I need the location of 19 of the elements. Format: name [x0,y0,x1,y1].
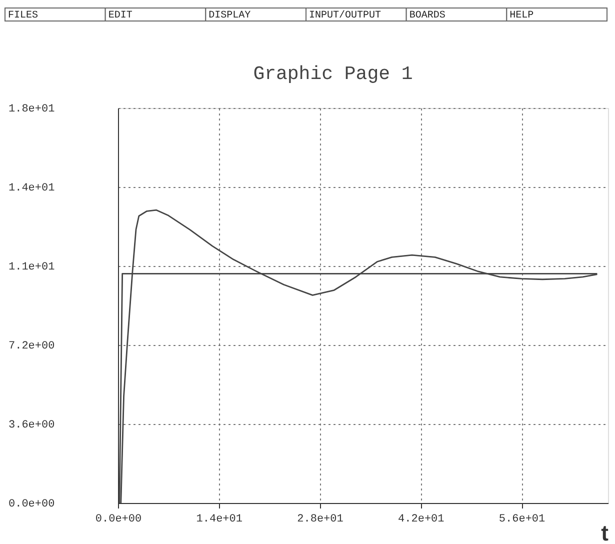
x-tick-label: 1.4e+01 [196,514,243,526]
x-axis-title: t [601,520,610,544]
y-tick-label: 3.6e+00 [8,420,55,432]
y-tick-label: 1.4e+01 [8,182,56,194]
text: DISPLAY [208,10,251,22]
chart-title: Graphic Page 1 [253,63,413,85]
x-tick-label: 2.8e+01 [297,514,344,526]
text: INPUT/OUTPUT [309,10,382,22]
x-tick-label: 4.2e+01 [398,514,445,526]
text: BOARDS [409,10,446,22]
y-tick-label: 0.0e+00 [8,498,55,510]
y-tick-label: 1.8e+01 [8,104,56,116]
y-tick-label: 7.2e+00 [8,340,55,352]
text: EDIT [108,10,132,22]
text: FILES [8,10,38,22]
y-tick-label: 1.1e+01 [8,262,56,274]
x-tick-label: 5.6e+01 [498,514,546,526]
text: HELP [510,10,534,22]
x-tick-label: 0.0e+00 [95,514,142,526]
